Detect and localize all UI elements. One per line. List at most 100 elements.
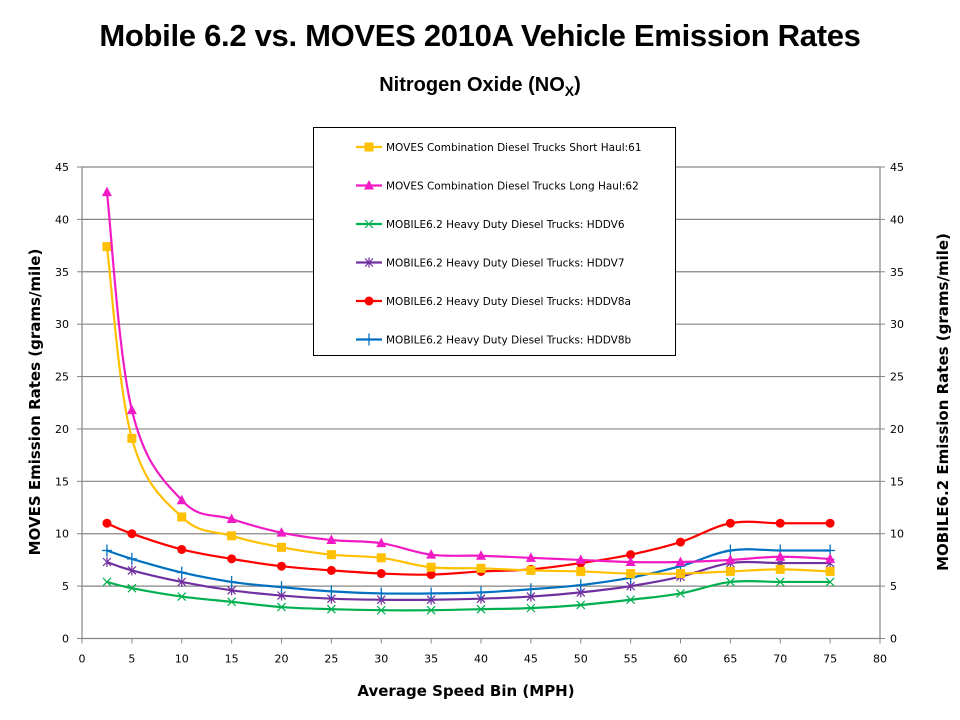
data-point <box>127 565 137 576</box>
data-point <box>675 556 686 567</box>
data-point <box>127 529 137 539</box>
data-point <box>476 550 486 560</box>
legend-marker <box>364 333 374 346</box>
data-point <box>725 577 735 587</box>
series-line <box>106 520 831 576</box>
data-point <box>426 587 437 600</box>
data-point <box>676 569 685 579</box>
data-point <box>326 565 336 575</box>
data-point <box>127 583 137 593</box>
data-point <box>426 605 436 615</box>
data-point <box>376 537 387 548</box>
legend-box <box>313 127 676 356</box>
data-point <box>426 549 437 559</box>
data-point <box>825 566 835 576</box>
y-tick-label: 0 <box>62 633 69 646</box>
series-line <box>106 548 831 595</box>
data-point <box>176 494 187 505</box>
data-point <box>725 554 736 564</box>
y-tick-label: 40 <box>55 213 69 226</box>
subtitle-text: Nitrogen Oxide (NO <box>379 74 565 96</box>
legend-item: MOBILE6.2 Heavy Duty Diesel Trucks: HDDV… <box>356 257 625 270</box>
y2-tick-label: 20 <box>890 423 904 436</box>
series-line <box>106 579 831 612</box>
data-point <box>126 552 137 565</box>
x-tick-label: 35 <box>424 653 438 666</box>
y-tick-label: 30 <box>55 318 69 331</box>
y2-axis-title: MOBILE6.2 Emission Rates (grams/mile) <box>934 233 952 571</box>
data-point <box>177 512 187 522</box>
data-point <box>525 552 536 562</box>
y2-tick-label: 15 <box>890 475 904 488</box>
legend-label: MOVES Combination Diesel Trucks Long Hau… <box>386 181 639 193</box>
y2-tick-label: 45 <box>890 161 904 174</box>
x-tick-label: 0 <box>79 653 86 666</box>
data-point <box>825 553 836 563</box>
data-point <box>725 566 735 576</box>
data-point <box>326 585 337 598</box>
data-point <box>127 433 137 443</box>
legend-marker <box>364 257 374 268</box>
data-point <box>277 561 286 571</box>
data-point <box>775 551 786 561</box>
legend: MOVES Combination Diesel Trucks Short Ha… <box>313 127 676 356</box>
data-point <box>376 569 386 579</box>
data-point <box>775 577 785 587</box>
chart-subtitle: Nitrogen Oxide (NOX) <box>0 74 960 99</box>
data-point <box>177 544 187 554</box>
data-point <box>326 534 337 545</box>
data-point <box>676 537 685 547</box>
data-point <box>775 564 785 574</box>
legend-label: MOBILE6.2 Heavy Duty Diesel Trucks: HDDV… <box>386 335 632 347</box>
data-point <box>426 562 436 572</box>
data-point <box>177 592 187 602</box>
y-tick-label: 35 <box>55 266 69 279</box>
legend-marker <box>364 219 374 229</box>
data-point <box>525 583 536 596</box>
data-point <box>226 575 237 588</box>
data-point <box>326 550 336 560</box>
y2-tick-label: 0 <box>890 633 897 646</box>
data-point <box>101 544 112 557</box>
data-point <box>226 513 237 524</box>
y-tick-label: 5 <box>62 580 69 593</box>
x-tick-label: 15 <box>225 653 239 666</box>
data-point <box>126 404 137 415</box>
data-point <box>626 569 636 579</box>
data-point <box>376 587 387 600</box>
y2-tick-label: 25 <box>890 371 904 384</box>
data-point <box>176 566 187 579</box>
x-axis-title: Average Speed Bin (MPH) <box>357 682 574 700</box>
data-point <box>276 581 287 594</box>
x-tick-label: 20 <box>275 653 289 666</box>
y-axis-title: MOVES Emission Rates (grams/mile) <box>26 249 44 556</box>
x-tick-label: 80 <box>873 653 887 666</box>
y2-tick-label: 5 <box>890 580 897 593</box>
y-tick-label: 10 <box>55 528 69 541</box>
subtitle-end: ) <box>574 74 581 96</box>
x-tick-label: 10 <box>175 653 189 666</box>
data-point <box>825 518 835 528</box>
legend-label: MOBILE6.2 Heavy Duty Diesel Trucks: HDDV… <box>386 258 625 270</box>
legend-item: MOBILE6.2 Heavy Duty Diesel Trucks: HDDV… <box>356 219 625 231</box>
data-point <box>177 576 187 587</box>
data-point <box>102 518 112 528</box>
series-1 <box>101 186 836 567</box>
x-tick-label: 5 <box>128 653 135 666</box>
data-point <box>326 604 336 614</box>
data-point <box>526 565 536 575</box>
x-tick-label: 65 <box>723 653 737 666</box>
x-tick-label: 45 <box>524 653 538 666</box>
x-tick-label: 55 <box>624 653 638 666</box>
legend-label: MOBILE6.2 Heavy Duty Diesel Trucks: HDDV… <box>386 296 631 308</box>
data-point <box>575 554 586 564</box>
subtitle-subscript: X <box>564 83 575 99</box>
legend-label: MOBILE6.2 Heavy Duty Diesel Trucks: HDDV… <box>386 219 625 231</box>
data-point <box>227 531 237 541</box>
y2-tick-label: 35 <box>890 266 904 279</box>
x-tick-label: 25 <box>324 653 338 666</box>
x-tick-label: 40 <box>474 653 488 666</box>
data-point <box>676 589 685 598</box>
